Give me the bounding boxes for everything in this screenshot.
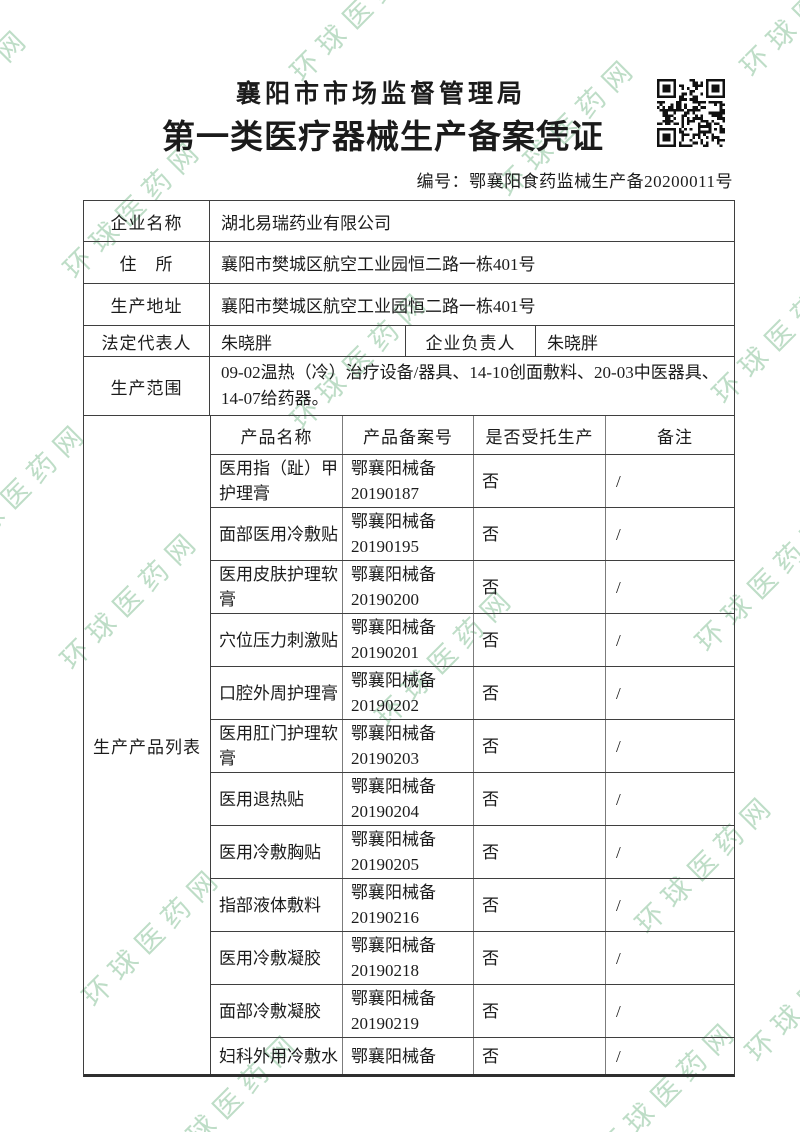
field-value: 襄阳市樊城区航空工业园恒二路一栋401号 [221, 255, 536, 274]
product-remark-cell: / [616, 736, 621, 756]
info-row-legal-representative: 法定代表人 朱晓胖 企业负责人 朱晓胖 [84, 326, 734, 357]
column-header-product-name: 产品名称 [211, 416, 343, 454]
column-header-remark: 备注 [657, 427, 693, 447]
product-remark-cell: / [616, 1046, 621, 1066]
product-table-row: 医用皮肤护理软 膏 鄂襄阳械备 20190200 否 / [211, 561, 734, 614]
field-label: 企业负责人 [406, 326, 536, 356]
product-remark-cell: / [616, 630, 621, 650]
product-entrusted-cell: 否 [474, 826, 606, 878]
product-record-no-cell: 鄂襄阳械备 20190202 [343, 667, 474, 719]
product-entrusted-cell: 否 [474, 985, 606, 1037]
product-name-cell: 医用退热贴 [211, 773, 343, 825]
product-table-row: 妇科外用冷敷水 鄂襄阳械备 否 / [211, 1038, 734, 1074]
product-entrusted-cell: 否 [474, 879, 606, 931]
product-list-section-label: 生产产品列表 [84, 416, 211, 1074]
product-table-row: 医用冷敷胸贴 鄂襄阳械备 20190205 否 / [211, 826, 734, 879]
product-remark-cell: / [616, 577, 621, 597]
field-label: 法定代表人 [84, 326, 210, 356]
product-record-no-cell: 鄂襄阳械备 [343, 1038, 474, 1074]
product-remark-cell: / [616, 789, 621, 809]
product-entrusted-cell: 否 [474, 720, 606, 772]
product-name-cell: 医用指（趾）甲 护理膏 [211, 455, 343, 507]
product-name-cell: 指部液体敷料 [211, 879, 343, 931]
product-record-no-cell: 鄂襄阳械备 20190195 [343, 508, 474, 560]
info-row-company-name: 企业名称 湖北易瑞药业有限公司 [84, 201, 734, 242]
product-entrusted-cell: 否 [474, 667, 606, 719]
product-name-cell: 口腔外周护理膏 [211, 667, 343, 719]
product-table: 产品名称 产品备案号 是否受托生产 备注 医用指（趾）甲 护理膏 鄂襄阳械备 2… [211, 416, 734, 1074]
column-header-record-no: 产品备案号 [343, 416, 474, 454]
info-row-residence: 住 所 襄阳市樊城区航空工业园恒二路一栋401号 [84, 242, 734, 284]
product-table-row: 面部冷敷凝胶 鄂襄阳械备 20190219 否 / [211, 985, 734, 1038]
product-record-no-cell: 鄂襄阳械备 20190187 [343, 455, 474, 507]
product-entrusted-cell: 否 [474, 773, 606, 825]
product-entrusted-cell: 否 [474, 455, 606, 507]
product-entrusted-cell: 否 [474, 508, 606, 560]
field-label: 企业名称 [84, 201, 210, 241]
certificate-table: 企业名称 湖北易瑞药业有限公司 住 所 襄阳市樊城区航空工业园恒二路一栋401号… [83, 200, 735, 1077]
product-remark-cell: / [616, 842, 621, 862]
product-remark-cell: / [616, 683, 621, 703]
product-table-body: 医用指（趾）甲 护理膏 鄂襄阳械备 20190187 否 / 面部医用冷敷贴 鄂… [211, 455, 734, 1074]
field-value: 湖北易瑞药业有限公司 [221, 213, 391, 233]
product-name-cell: 医用冷敷凝胶 [211, 932, 343, 984]
product-remark-cell: / [616, 1001, 621, 1021]
product-name-cell: 穴位压力刺激贴 [211, 614, 343, 666]
product-name-cell: 医用肛门护理软 膏 [211, 720, 343, 772]
product-record-no-cell: 鄂襄阳械备 20190203 [343, 720, 474, 772]
product-name-cell: 面部冷敷凝胶 [211, 985, 343, 1037]
product-record-no-cell: 鄂襄阳械备 20190219 [343, 985, 474, 1037]
product-table-row: 穴位压力刺激贴 鄂襄阳械备 20190201 否 / [211, 614, 734, 667]
product-table-row: 医用指（趾）甲 护理膏 鄂襄阳械备 20190187 否 / [211, 455, 734, 508]
product-record-no-cell: 鄂襄阳械备 20190205 [343, 826, 474, 878]
info-row-production-address: 生产地址 襄阳市樊城区航空工业园恒二路一栋401号 [84, 284, 734, 326]
product-table-row: 面部医用冷敷贴 鄂襄阳械备 20190195 否 / [211, 508, 734, 561]
product-name-cell: 面部医用冷敷贴 [211, 508, 343, 560]
issuing-agency-title: 襄阳市市场监督管理局 [235, 81, 526, 108]
product-name-cell: 医用冷敷胸贴 [211, 826, 343, 878]
field-label: 生产地址 [84, 284, 210, 325]
field-label: 生产范围 [84, 357, 210, 415]
certificate-number: 编号：鄂襄阳食药监械生产备20200011号 [416, 172, 733, 191]
product-entrusted-cell: 否 [474, 614, 606, 666]
product-entrusted-cell: 否 [474, 561, 606, 613]
product-table-row: 医用冷敷凝胶 鄂襄阳械备 20190218 否 / [211, 932, 734, 985]
field-value: 09-02温热（冷）治疗设备/器具、14-10创面敷料、20-03中医器具、 1… [221, 363, 719, 408]
field-label: 住 所 [84, 242, 210, 283]
product-record-no-cell: 鄂襄阳械备 20190201 [343, 614, 474, 666]
qr-code-icon [657, 79, 725, 147]
product-remark-cell: / [616, 895, 621, 915]
product-entrusted-cell: 否 [474, 1038, 606, 1074]
product-table-row: 医用肛门护理软 膏 鄂襄阳械备 20190203 否 / [211, 720, 734, 773]
product-record-no-cell: 鄂襄阳械备 20190200 [343, 561, 474, 613]
info-row-production-scope: 生产范围 09-02温热（冷）治疗设备/器具、14-10创面敷料、20-03中医… [84, 357, 734, 416]
product-name-cell: 妇科外用冷敷水 [211, 1038, 343, 1074]
product-table-header: 产品名称 产品备案号 是否受托生产 备注 [211, 416, 734, 455]
product-list-section: 生产产品列表 产品名称 产品备案号 是否受托生产 备注 医用指（趾）甲 护理膏 … [84, 416, 734, 1074]
field-value: 朱晓胖 [547, 333, 598, 353]
product-entrusted-cell: 否 [474, 932, 606, 984]
product-record-no-cell: 鄂襄阳械备 20190216 [343, 879, 474, 931]
certificate-title: 第一类医疗器械生产备案凭证 [162, 120, 604, 156]
field-value: 襄阳市樊城区航空工业园恒二路一栋401号 [221, 297, 536, 316]
product-name-cell: 医用皮肤护理软 膏 [211, 561, 343, 613]
product-table-row: 口腔外周护理膏 鄂襄阳械备 20190202 否 / [211, 667, 734, 720]
product-table-row: 指部液体敷料 鄂襄阳械备 20190216 否 / [211, 879, 734, 932]
product-record-no-cell: 鄂襄阳械备 20190204 [343, 773, 474, 825]
column-header-entrusted: 是否受托生产 [474, 416, 606, 454]
product-remark-cell: / [616, 524, 621, 544]
product-remark-cell: / [616, 948, 621, 968]
product-table-row: 医用退热贴 鄂襄阳械备 20190204 否 / [211, 773, 734, 826]
field-value: 朱晓胖 [210, 326, 406, 356]
product-remark-cell: / [616, 471, 621, 491]
product-record-no-cell: 鄂襄阳械备 20190218 [343, 932, 474, 984]
